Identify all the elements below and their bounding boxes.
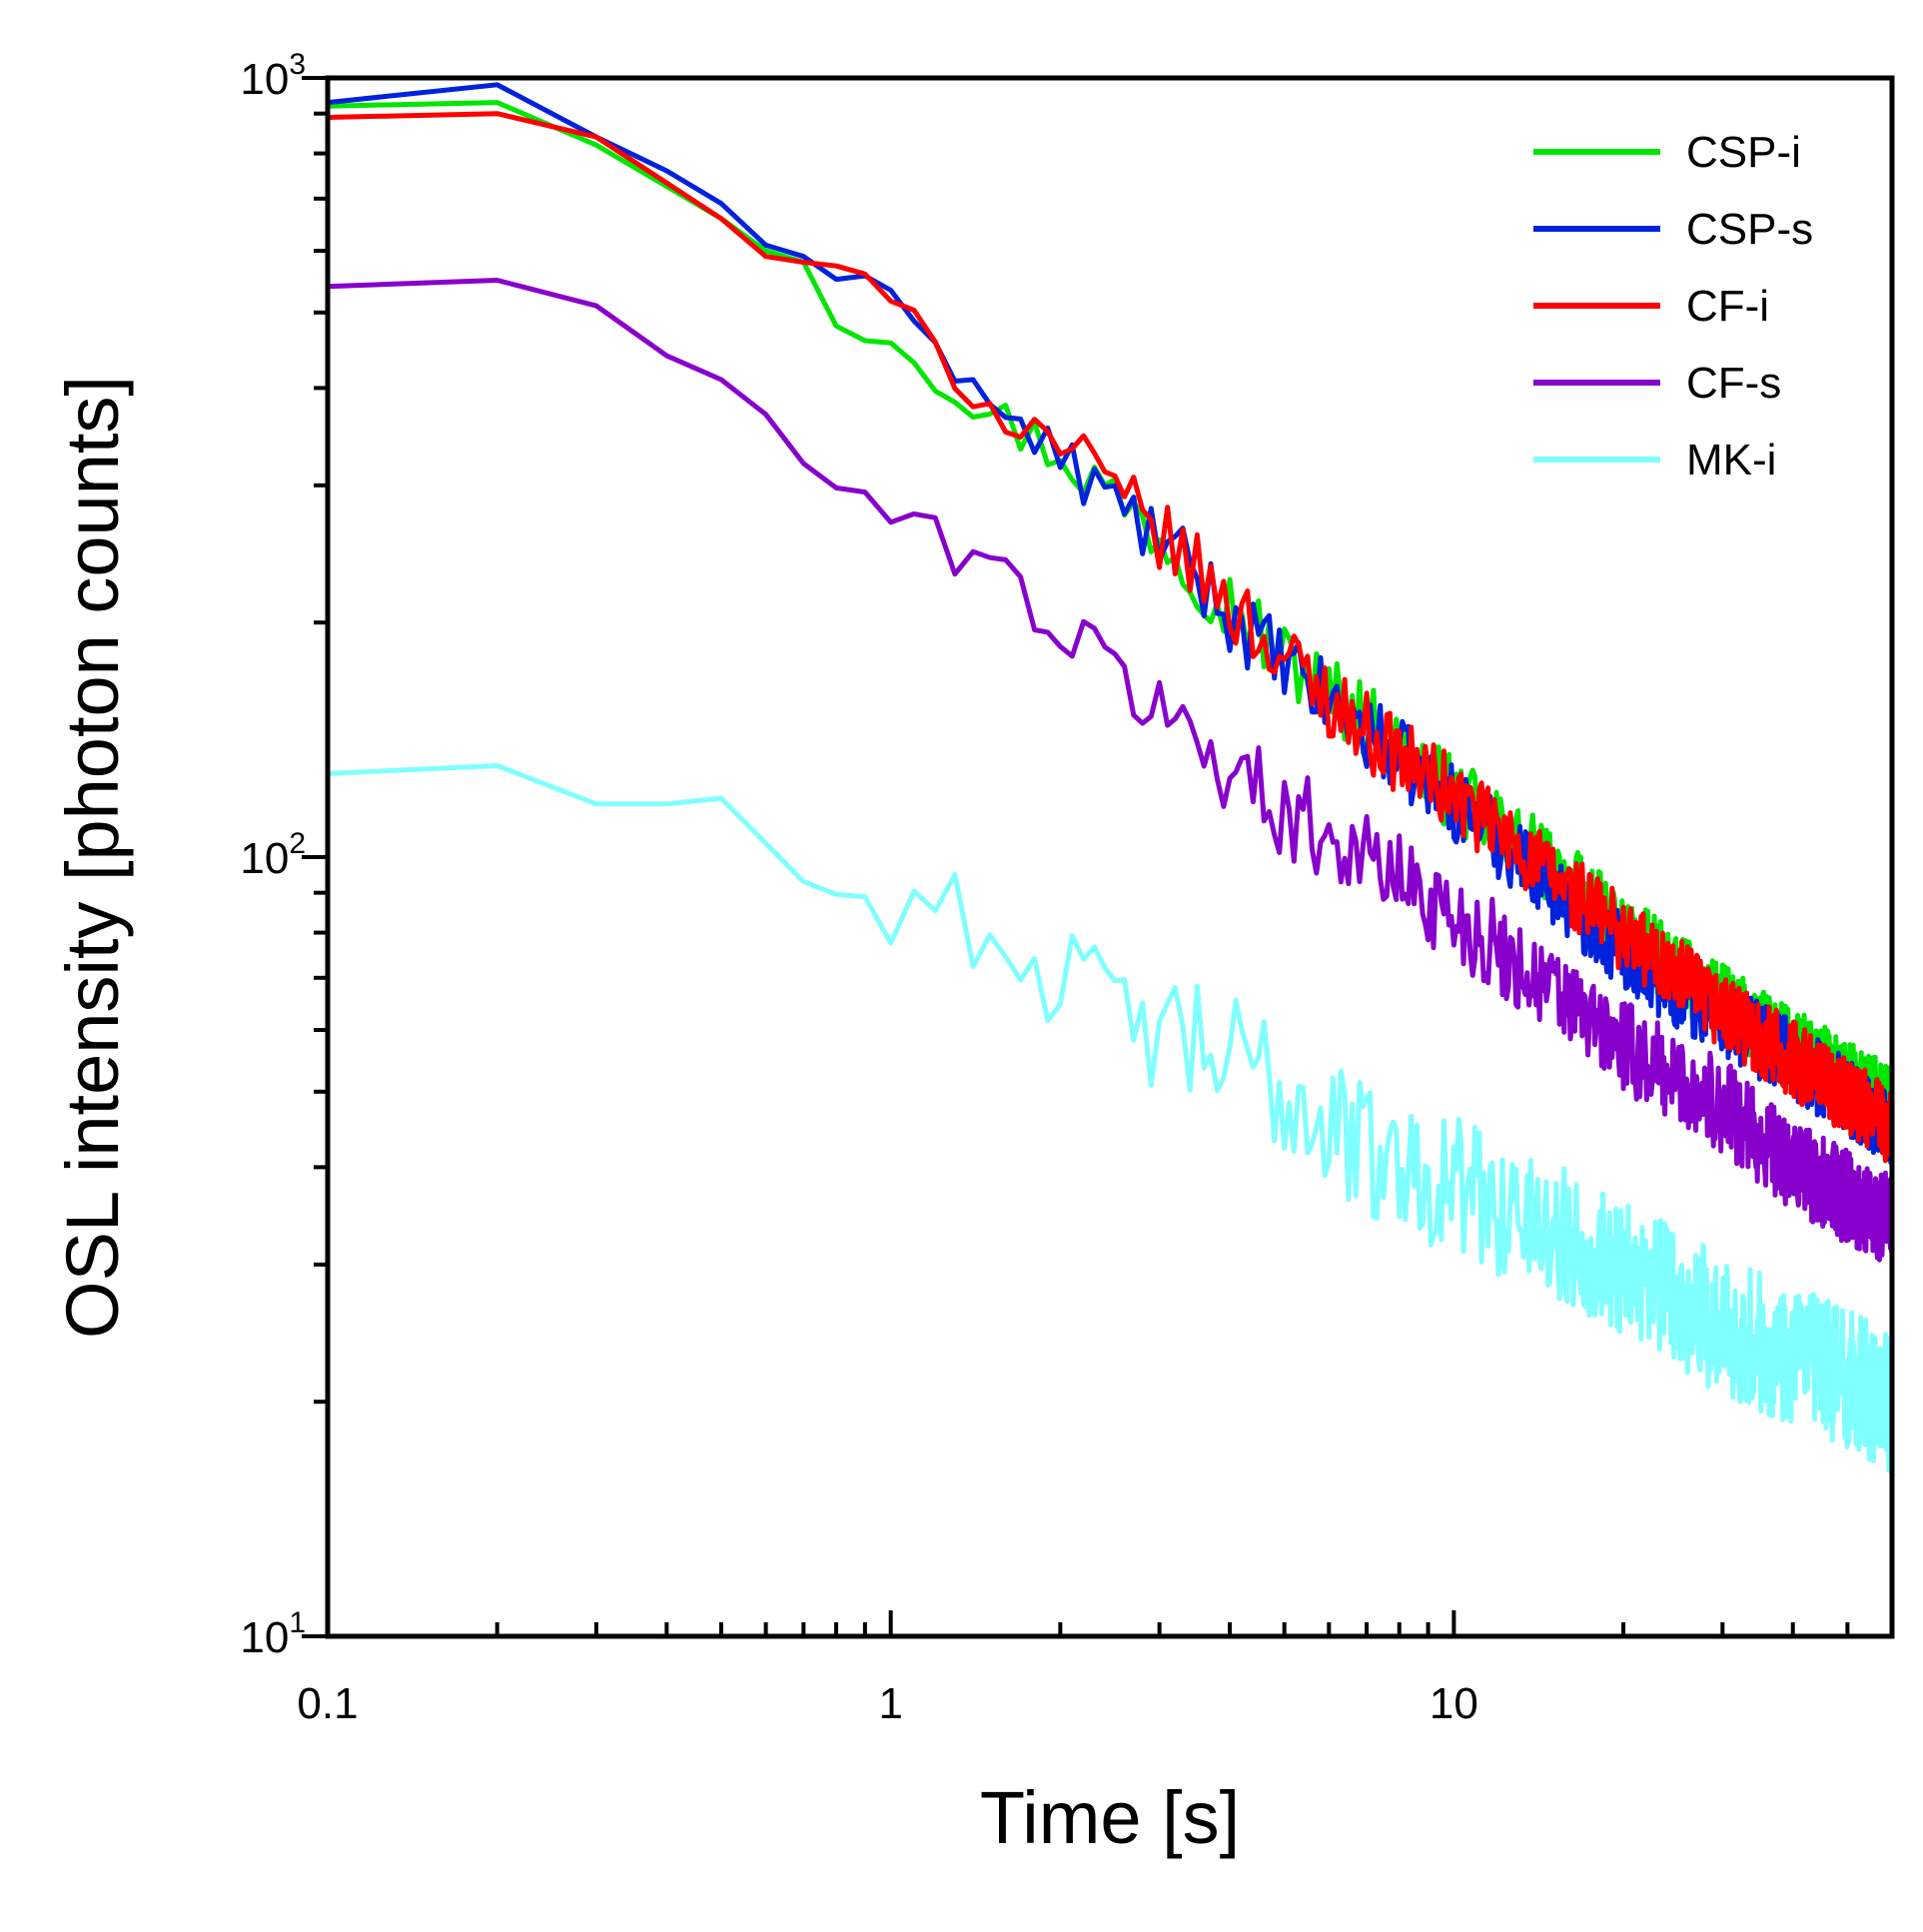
x-axis: 0.1 1 10 [297, 1610, 1894, 1728]
series-line-cf-i [328, 111, 1892, 1164]
x-tick-label: 10 [1430, 1679, 1478, 1728]
series-line-cf-s [328, 278, 1892, 1263]
y-tick-label: 101 [240, 1606, 306, 1662]
plot-area [325, 75, 1895, 1639]
y-tick-label: 103 [240, 48, 306, 104]
y-axis: 103 102 101 [240, 48, 328, 1662]
y-ticks [302, 76, 328, 1638]
series-group [328, 82, 1892, 1473]
series-line-mk-i [328, 763, 1892, 1473]
y-tick-label: 102 [240, 827, 306, 883]
y-axis-title: OSL intensity [photon counts] [51, 376, 134, 1339]
legend-label-cf-s: CF-s [1686, 359, 1781, 408]
plot-frame [325, 75, 1895, 1639]
legend-label-cf-i: CF-i [1686, 282, 1769, 331]
x-axis-title: Time [s] [980, 1776, 1240, 1859]
x-tick-label: 1 [878, 1679, 902, 1728]
legend-label-csp-i: CSP-i [1686, 128, 1801, 177]
legend-label-csp-s: CSP-s [1686, 205, 1813, 254]
x-ticks [326, 1610, 1894, 1636]
x-tick-labels: 0.1 1 10 [297, 1679, 1477, 1728]
legend-label-mk-i: MK-i [1686, 436, 1776, 484]
y-tick-labels: 103 102 101 [240, 48, 306, 1662]
x-tick-label: 0.1 [297, 1679, 358, 1728]
series-line-csp-s [328, 82, 1892, 1166]
legend: CSP-i CSP-s CF-i CF-s MK-i [1533, 128, 1813, 484]
